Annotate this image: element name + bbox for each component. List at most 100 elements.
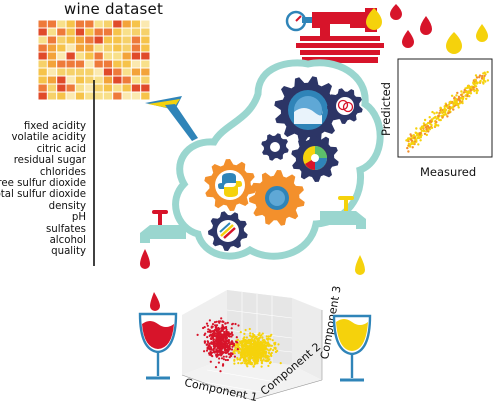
pca-point-white [262, 355, 265, 358]
prediction-point [422, 126, 425, 129]
pca-point-red [213, 331, 216, 334]
prediction-point [484, 80, 487, 83]
prediction-point [419, 139, 422, 142]
prediction-point [408, 145, 412, 148]
gear-icon [327, 88, 363, 124]
heatmap-cell [47, 84, 57, 92]
pca-point-red [220, 346, 223, 349]
heatmap-cell [75, 84, 85, 92]
tap-icon [320, 196, 366, 275]
heatmap-cell [66, 20, 75, 28]
prediction-point [405, 139, 408, 142]
prediction-point [446, 106, 449, 109]
pca-point-red [203, 326, 206, 329]
pca-point-white [241, 354, 244, 357]
heatmap-cell [57, 84, 66, 92]
prediction-point [442, 113, 446, 117]
pca-point-red [230, 348, 234, 351]
heatmap-cell [103, 92, 113, 100]
pca-point-red [227, 331, 230, 334]
gauge-icon [285, 10, 314, 32]
pca-point-white [241, 345, 244, 349]
prediction-point [465, 97, 468, 100]
prediction-point [460, 93, 463, 97]
prediction-point [486, 79, 490, 82]
pca-point-red [203, 340, 207, 343]
prediction-point [439, 118, 442, 122]
prediction-point [430, 123, 433, 127]
heatmap-cell [141, 52, 150, 60]
pca-point-white [249, 332, 252, 335]
feature-item: density [48, 200, 86, 212]
pca-point-red [204, 332, 207, 335]
pca-point-white [257, 333, 260, 336]
pca-point-red [196, 333, 199, 336]
pca-point-white [259, 357, 263, 360]
pca-point-white [269, 338, 272, 341]
heatmap-cell [113, 92, 122, 100]
pca-point-red [218, 327, 221, 330]
pca-point-red [231, 323, 234, 326]
pca-point-white [268, 358, 271, 361]
pca-point-red [218, 345, 221, 348]
pca-point-white [246, 365, 249, 368]
prediction-point [437, 124, 440, 127]
heatmap-cell [94, 52, 103, 60]
prediction-point [439, 106, 442, 109]
pca-point-red [208, 342, 211, 345]
pca-point-white [261, 336, 264, 339]
heatmap-cell [131, 36, 141, 44]
heatmap-cell [131, 76, 141, 84]
heatmap-cell [75, 44, 85, 52]
pca-point-white [261, 339, 264, 342]
prediction-point [478, 81, 481, 84]
dataset-title: wine dataset [64, 0, 164, 18]
pca-point-white [245, 336, 248, 339]
pca-point-white [256, 362, 259, 365]
pca-point-white [273, 343, 276, 346]
heatmap-cell [94, 84, 103, 92]
prediction-point [424, 126, 428, 129]
pca-point-white [263, 341, 266, 344]
drop-icon [446, 32, 462, 54]
pca-point-red [231, 333, 234, 337]
pca-point-white [254, 341, 257, 344]
heatmap-cell [57, 68, 66, 76]
prediction-point [465, 90, 468, 94]
pca-point-red [203, 350, 206, 353]
prediction-point [475, 76, 479, 79]
pca-point-red [222, 355, 225, 358]
pca-point-white [255, 357, 258, 360]
pca-point-red [235, 336, 238, 339]
pca-point-white [245, 348, 248, 351]
pca-point-white [248, 354, 251, 357]
heatmap-cell [85, 60, 94, 68]
heatmap-cell [141, 76, 150, 84]
pca-point-red [214, 328, 217, 331]
pca-point-white [253, 361, 256, 364]
pca-point-white [241, 347, 244, 350]
pca-point-white [250, 338, 253, 341]
pca-point-red [209, 350, 212, 353]
heatmap-cell [75, 20, 85, 28]
pca-point-red [206, 336, 209, 339]
pca-point-white [244, 328, 247, 332]
pca-point-white [239, 342, 242, 345]
pca-point-white [257, 356, 260, 359]
pca-point-white [270, 354, 273, 358]
pca-point-white [258, 354, 261, 357]
heatmap-cell [122, 36, 131, 44]
prediction-point [481, 81, 485, 84]
pca-point-white [247, 352, 251, 355]
pca-point-white [260, 353, 263, 356]
pca-point-red [221, 352, 224, 355]
pca-point-white [244, 353, 247, 356]
pca-point-white [249, 357, 252, 360]
prediction-point [431, 110, 434, 114]
heatmap-cell [85, 36, 94, 44]
pca-point-red [225, 325, 228, 329]
pca-point-red [211, 337, 214, 340]
pca-point-white [249, 339, 252, 342]
prediction-point [422, 122, 426, 125]
brain-icon [337, 99, 354, 113]
